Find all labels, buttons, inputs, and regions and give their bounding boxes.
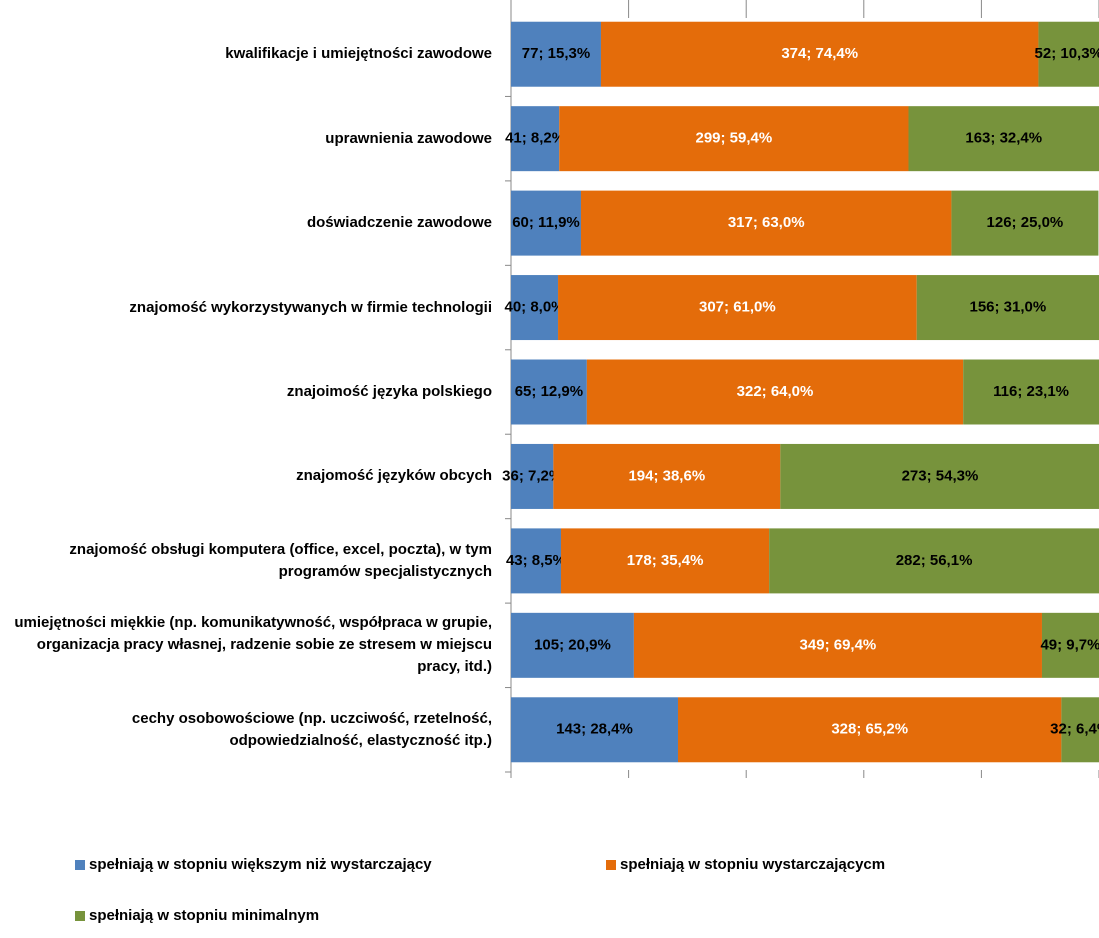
data-label: 374; 74,4% — [781, 45, 858, 62]
bar-segment — [511, 106, 560, 172]
bar-segment — [559, 106, 909, 172]
data-label: 43; 8,5% — [506, 552, 566, 569]
bar-segment — [1061, 697, 1099, 763]
bar-segment — [908, 106, 1099, 172]
bar-segment — [769, 528, 1099, 594]
category-label: znajoimość języka polskiego — [286, 383, 492, 400]
legend-swatch — [75, 910, 85, 921]
data-label: 349; 69,4% — [800, 636, 877, 653]
data-label: 49; 9,7% — [1040, 636, 1099, 653]
legend-item: spełniają w stopniu wystarczającycm — [606, 856, 885, 873]
legend-item: spełniają w stopniu minimalnym — [75, 907, 319, 924]
data-label: 143; 28,4% — [556, 721, 633, 738]
legend-label: spełniają w stopniu minimalnym — [89, 907, 320, 924]
data-label: 163; 32,4% — [965, 130, 1042, 147]
data-label: 126; 25,0% — [987, 214, 1064, 231]
data-label: 32; 6,4% — [1050, 721, 1099, 738]
bar-segment — [677, 697, 1062, 763]
data-label: 307; 61,0% — [699, 299, 776, 316]
bar-segment — [511, 275, 559, 341]
bar-segment — [951, 190, 1099, 256]
legend-item: spełniają w stopniu większym niż wystarc… — [75, 856, 432, 873]
data-label: 105; 20,9% — [534, 636, 611, 653]
bar-segment — [1041, 612, 1099, 678]
bar-segment — [586, 359, 964, 425]
bar-segment — [1038, 21, 1099, 87]
bar-segment — [553, 443, 781, 509]
bar-segment — [511, 190, 581, 256]
bar-segment — [558, 275, 917, 341]
bar-segment — [963, 359, 1099, 425]
legend-swatch — [606, 859, 616, 870]
bar-segment — [511, 443, 554, 509]
category-label: umiejętności miękkie (np. komunikatywnoś… — [14, 614, 492, 676]
category-label: cechy osobowościowe (np. uczciwość, rzet… — [131, 709, 492, 749]
category-label: uprawnienia zawodowe — [325, 129, 492, 147]
data-label: 273; 54,3% — [902, 467, 979, 484]
data-label: 156; 31,0% — [969, 299, 1046, 316]
bar-segment — [633, 612, 1042, 678]
data-label: 282; 56,1% — [896, 552, 973, 569]
data-label: 194; 38,6% — [628, 467, 705, 484]
data-label: 41; 8,2% — [505, 130, 565, 147]
bar-segment — [511, 21, 601, 87]
data-label: 52; 10,3% — [1035, 45, 1099, 62]
data-label: 40; 8,0% — [504, 299, 564, 316]
bar-segment — [511, 528, 561, 594]
data-label: 299; 59,4% — [695, 130, 772, 147]
data-label: 60; 11,9% — [512, 214, 580, 231]
category-label: znajomość obsługi komputera (office, exc… — [69, 540, 492, 580]
data-label: 322; 64,0% — [737, 383, 814, 400]
data-label: 36; 7,2% — [502, 467, 562, 484]
category-label: doświadczenie zawodowe — [306, 214, 492, 232]
data-label: 178; 35,4% — [627, 552, 704, 569]
data-label: 77; 15,3% — [522, 45, 590, 62]
category-label: znajomość języków obcych — [296, 467, 492, 485]
data-label: 328; 65,2% — [831, 721, 908, 738]
legend-label: spełniają w stopniu wystarczającycm — [620, 856, 886, 873]
bar-segment — [511, 697, 678, 763]
bar-segment — [560, 528, 770, 594]
category-label: znajomość wykorzystywanych w firmie tech… — [129, 298, 492, 316]
data-label: 116; 23,1% — [993, 383, 1069, 400]
legend-label: spełniają w stopniu większym niż wystarc… — [89, 856, 432, 873]
bar-segment — [600, 21, 1039, 87]
bar-segment — [580, 190, 952, 256]
data-label: 65; 12,9% — [515, 383, 583, 400]
bar-segment — [916, 275, 1099, 341]
bar-segment — [780, 443, 1099, 509]
bar-segment — [511, 612, 634, 678]
legend-swatch — [75, 859, 85, 870]
data-label: 317; 63,0% — [728, 214, 805, 231]
category-label: kwalifikacje i umiejętności zawodowe — [225, 45, 492, 63]
bar-segment — [511, 359, 587, 425]
